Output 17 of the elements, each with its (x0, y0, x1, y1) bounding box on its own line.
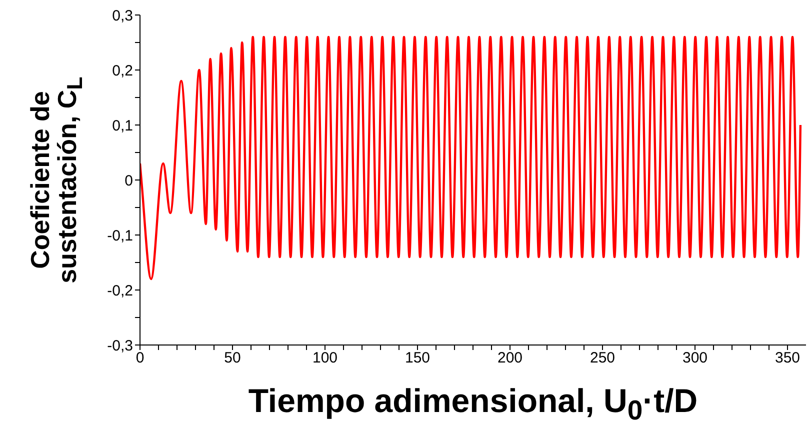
y-tick-label: 0,1 (112, 117, 133, 134)
y-tick-label: -0,3 (107, 337, 133, 354)
y-tick-label: 0,2 (112, 62, 133, 80)
y-tick-label: -0,1 (107, 227, 133, 244)
x-tick-label: 200 (497, 350, 523, 367)
x-axis-title: Tiempo adimensional, U$_{0}$·t/D (247, 382, 699, 426)
x-tick-label: 100 (312, 350, 338, 367)
x-tick-label: 50 (224, 350, 241, 367)
x-tick-label: 350 (774, 350, 800, 367)
x-tick-label: 300 (682, 350, 708, 367)
line-series (140, 36, 802, 280)
y-tick-label: -0,2 (107, 282, 133, 300)
x-tick-label: 250 (590, 350, 616, 367)
x-tick-label: 150 (404, 350, 430, 367)
y-tick-label: 0,3 (112, 7, 133, 24)
y-tick-label: 0 (124, 172, 133, 190)
x-tick-label: 0 (136, 350, 144, 367)
